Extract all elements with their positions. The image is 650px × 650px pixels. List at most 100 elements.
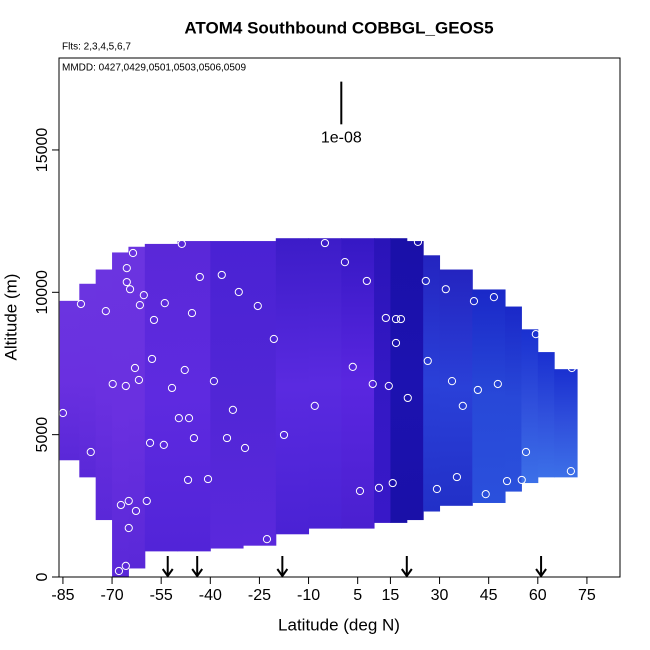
sample-point	[160, 299, 169, 308]
sample-point	[131, 506, 141, 516]
chart-title: ATOM4 Southbound COBBGL_GEOS5	[184, 18, 493, 37]
flight-arrow-head	[161, 568, 174, 578]
sample-point	[521, 447, 531, 457]
sample-point	[203, 474, 213, 484]
sample-point	[108, 379, 117, 389]
sample-point	[567, 363, 576, 373]
sample-point	[135, 301, 144, 310]
sample-point	[320, 238, 330, 248]
sample-point	[134, 375, 144, 385]
curtain-column	[505, 306, 522, 492]
sample-point	[269, 334, 278, 344]
sample-point	[209, 377, 219, 386]
sample-point	[195, 272, 204, 282]
x-tick-label: -25	[248, 587, 271, 604]
sample-point	[310, 401, 319, 410]
curtain-column	[59, 300, 80, 461]
curtain-column	[472, 289, 506, 503]
curtain-column	[374, 238, 391, 523]
flight-arrow-head	[535, 568, 547, 578]
x-tick-label: -10	[297, 587, 320, 604]
x-tick-label: 15	[382, 587, 400, 604]
sample-point	[279, 430, 289, 440]
x-tick-label: -55	[150, 587, 173, 604]
sample-point	[177, 239, 186, 249]
sample-point	[217, 270, 226, 280]
sample-point	[423, 356, 432, 366]
x-tick-label: -70	[100, 587, 123, 604]
x-tick-label: 45	[480, 587, 498, 604]
sample-point	[566, 466, 575, 476]
sample-point	[189, 433, 199, 443]
scale-bar-label: 1e-08	[321, 130, 362, 147]
sample-point	[489, 293, 499, 302]
x-axis-label: Latitude (deg N)	[278, 615, 400, 634]
curtain-column	[144, 243, 179, 552]
curtain-column	[275, 238, 310, 535]
curtain-column	[423, 255, 441, 512]
y-tick-label: 10000	[34, 270, 51, 315]
sample-point	[125, 285, 135, 294]
sample-point	[481, 490, 490, 499]
sample-point	[86, 447, 95, 457]
sample-point	[159, 440, 168, 450]
flight-arrow-head	[400, 568, 413, 578]
sample-point	[124, 496, 133, 506]
curtain-column	[177, 241, 211, 552]
sample-point	[114, 566, 124, 576]
subtitle: Flts: 2,3,4,5,6,7	[62, 42, 131, 53]
curtain-column	[128, 246, 146, 569]
x-tick-label: 75	[578, 587, 596, 604]
sample-point	[368, 379, 377, 389]
x-tick-label: -85	[51, 587, 74, 604]
x-tick-label: 5	[353, 587, 362, 604]
y-axis-label: Altitude (m)	[1, 274, 20, 361]
sample-point	[76, 299, 86, 309]
sample-point	[149, 315, 159, 325]
sample-point	[240, 443, 250, 453]
sample-point	[493, 379, 502, 389]
sample-point	[403, 393, 412, 403]
sample-point	[374, 483, 384, 492]
sample-point	[447, 377, 457, 386]
sample-point	[396, 314, 406, 324]
flight-arrow-head	[276, 568, 289, 578]
curtain-column	[79, 283, 97, 478]
curtain-column	[390, 238, 408, 523]
sample-point	[234, 287, 243, 297]
sample-point	[174, 414, 183, 423]
curtain-column	[406, 241, 424, 521]
sample-point	[388, 478, 397, 488]
sample-point	[142, 496, 151, 506]
sample-point	[502, 476, 512, 486]
sample-point	[381, 313, 390, 323]
sample-point	[452, 472, 462, 482]
sample-point	[517, 475, 526, 485]
curtain-column	[243, 241, 277, 546]
sample-point	[222, 433, 232, 443]
sample-point	[128, 248, 138, 258]
sample-point	[122, 264, 131, 273]
sample-point	[122, 277, 131, 287]
sample-point	[421, 276, 430, 286]
sample-point	[473, 385, 482, 395]
curtain-column	[308, 238, 342, 529]
x-tick-label: -40	[199, 587, 222, 604]
sample-point	[183, 475, 193, 485]
sample-point	[469, 297, 479, 306]
sample-point	[253, 301, 262, 311]
sample-point	[145, 438, 155, 448]
flight-arrow-head	[191, 568, 204, 578]
sample-point	[348, 362, 357, 371]
sample-point	[187, 308, 197, 318]
sample-point	[147, 354, 157, 364]
sample-point	[116, 500, 125, 510]
sample-point	[139, 291, 148, 300]
sample-point	[184, 414, 194, 423]
sample-point	[180, 365, 189, 375]
sample-point	[391, 338, 401, 348]
sample-point	[413, 237, 423, 247]
sample-point	[432, 484, 442, 494]
sample-point	[130, 363, 140, 373]
y-tick-label: 5000	[34, 417, 51, 453]
